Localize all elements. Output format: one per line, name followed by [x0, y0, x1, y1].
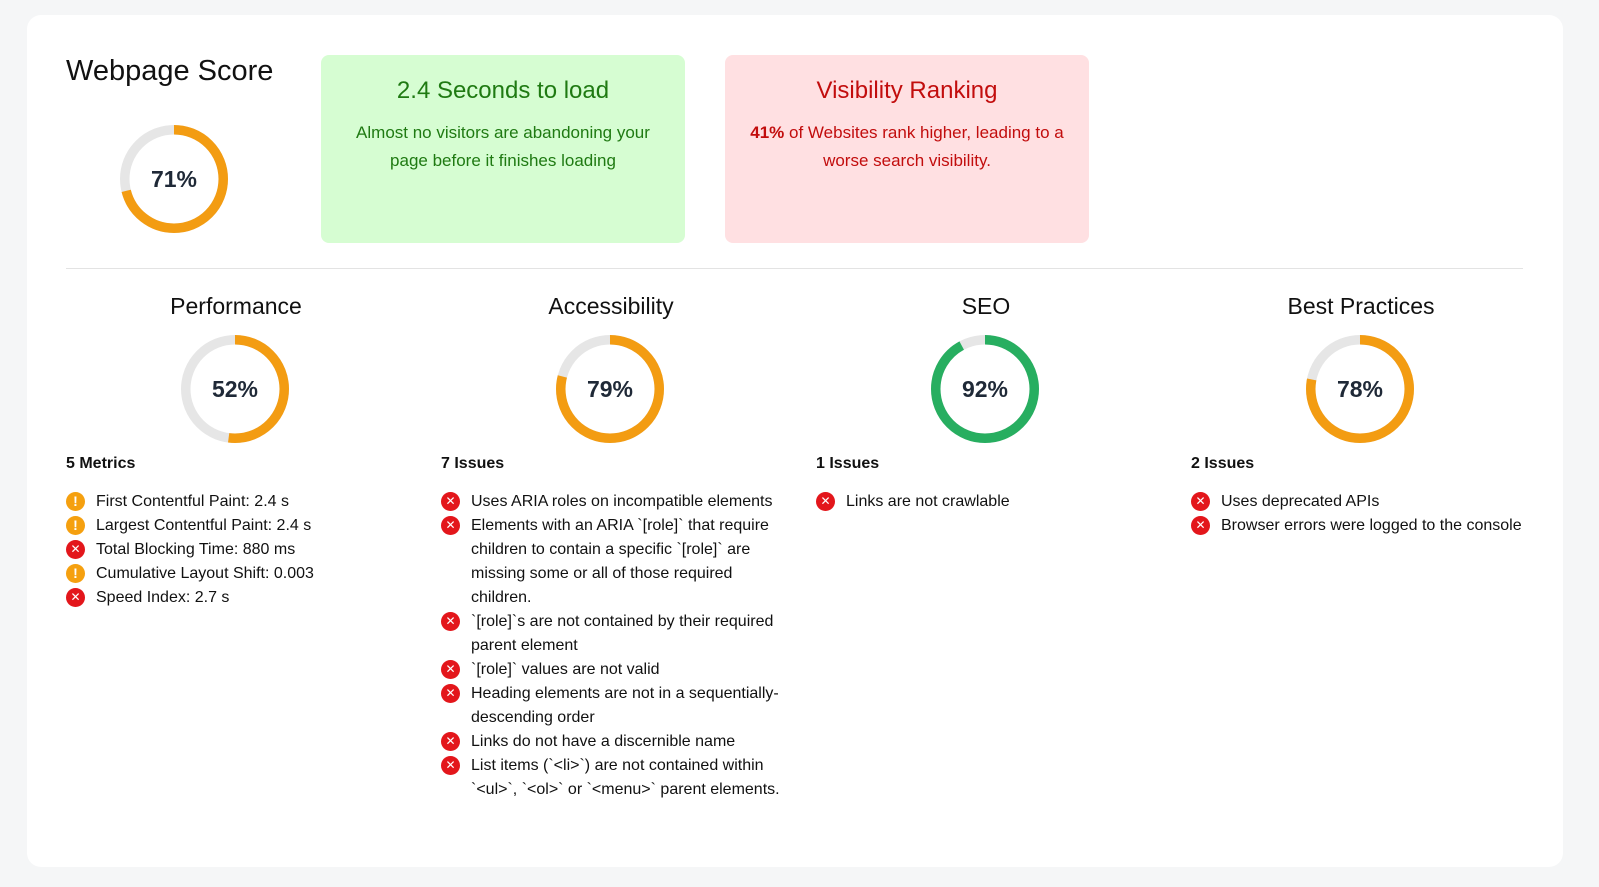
error-icon: ✕	[441, 756, 460, 775]
score-ring	[931, 335, 1039, 443]
ring-progress-arc	[556, 335, 664, 443]
error-icon: ✕	[441, 684, 460, 703]
warning-icon: !	[66, 564, 85, 583]
issue-text: Uses ARIA roles on incompatible elements	[471, 493, 773, 510]
error-icon: ✕	[441, 516, 460, 535]
category-score-gauge: 78%	[1306, 335, 1414, 443]
section-divider	[66, 268, 1523, 269]
category-count: 2 Issues	[1191, 455, 1255, 472]
issue-item: ✕ Total Blocking Time: 880 ms	[66, 538, 411, 562]
issue-item: ✕ Links are not crawlable	[816, 490, 1161, 514]
score-ring	[556, 335, 664, 443]
load-time-title: 2.4 Seconds to load	[396, 77, 610, 104]
issue-text: Links are not crawlable	[846, 493, 1010, 510]
issue-list: ! First Contentful Paint: 2.4 s! Largest C…	[66, 490, 411, 610]
error-icon: ✕	[1191, 492, 1210, 511]
warning-icon: !	[66, 492, 85, 511]
category-score-value: 92%	[961, 375, 1009, 402]
issue-item: ✕ Uses deprecated APIs	[1191, 490, 1536, 514]
score-ring	[120, 125, 228, 233]
issue-text: Heading elements are not in a sequential…	[471, 685, 779, 726]
load-time-text: Almost no visitors are abandoning your p…	[356, 123, 650, 170]
error-icon: ✕	[441, 732, 460, 751]
visibility-title: Visibility Ranking	[816, 77, 998, 104]
issue-text: Speed Index: 2.7 s	[96, 589, 230, 606]
issue-text: Largest Contentful Paint: 2.4 s	[96, 517, 312, 534]
category-title: Best Practices	[1287, 293, 1435, 319]
score-ring	[1306, 335, 1414, 443]
issue-item: ! Cumulative Layout Shift: 0.003	[66, 562, 411, 586]
ring-progress-arc	[1306, 335, 1414, 443]
error-icon: ✕	[441, 660, 460, 679]
issue-text: First Contentful Paint: 2.4 s	[96, 493, 289, 510]
issue-item: ✕ Heading elements are not in a sequentia…	[441, 682, 786, 730]
error-icon: ✕	[816, 492, 835, 511]
load-time-box: 2.4 Seconds to load Almost no visitors a…	[321, 55, 685, 243]
error-icon: ✕	[66, 540, 85, 559]
issue-text: Cumulative Layout Shift: 0.003	[96, 565, 314, 582]
error-icon: ✕	[66, 588, 85, 607]
issue-item: ✕ Uses ARIA roles on incompatible element…	[441, 490, 786, 514]
issue-item: ✕ Elements with an ARIA `[role]` that req…	[441, 514, 786, 610]
page-title: Webpage Score	[66, 55, 274, 87]
issue-item: ✕ `[role]` values are not valid	[441, 658, 786, 682]
overall-score-value: 71%	[150, 165, 198, 192]
score-ring	[181, 335, 289, 443]
category-count: 1 Issues	[816, 455, 880, 472]
issue-item: ! Largest Contentful Paint: 2.4 s	[66, 514, 411, 538]
issue-list: ✕ Links are not crawlable	[816, 490, 1161, 514]
issue-text: Links do not have a discernible name	[471, 733, 736, 750]
visibility-description: of Websites rank higher, leading to a wo…	[784, 123, 1064, 170]
error-icon: ✕	[441, 492, 460, 511]
category-count: 7 Issues	[441, 455, 505, 472]
category-accessibility: Accessibility 79% 7 Issues ✕ Uses ARIA ro…	[441, 293, 781, 798]
warning-icon: !	[66, 516, 85, 535]
issue-item: ✕ Browser errors were logged to the conso…	[1191, 514, 1536, 538]
ring-progress-arc	[120, 125, 228, 233]
category-title: Accessibility	[548, 293, 674, 319]
issue-text: Uses deprecated APIs	[1221, 493, 1380, 510]
visibility-text: 41% of Websites rank higher, leading to …	[725, 119, 1089, 175]
category-best-practices: Best Practices 78% 2 Issues ✕ Uses deprec…	[1191, 293, 1531, 535]
issue-text: List items (`<li>`) are not contained wi…	[471, 757, 780, 798]
category-seo: SEO 92% 1 Issues ✕ Links are not crawlabl…	[816, 293, 1156, 511]
error-icon: ✕	[441, 612, 460, 631]
category-score-value: 78%	[1336, 375, 1384, 402]
category-score-value: 79%	[586, 375, 634, 402]
ring-progress-arc	[181, 335, 289, 443]
issue-list: ✕ Uses deprecated APIs ✕ Browser errors wer…	[1191, 490, 1536, 538]
issue-text: `[role]`s are not contained by their req…	[471, 613, 774, 654]
category-score-value: 52%	[211, 375, 259, 402]
issue-item: ! First Contentful Paint: 2.4 s	[66, 490, 411, 514]
issue-item: ✕ Links do not have a discernible name	[441, 730, 786, 754]
issue-item: ✕ List items (`<li>`) are not contained w…	[441, 754, 786, 802]
overall-score-gauge: 71%	[120, 125, 228, 233]
issue-list: ✕ Uses ARIA roles on incompatible element…	[441, 490, 786, 802]
visibility-box: Visibility Ranking 41% of Websites rank …	[725, 55, 1089, 243]
category-title: Performance	[170, 293, 302, 319]
category-title: SEO	[961, 293, 1011, 319]
issue-text: Elements with an ARIA `[role]` that requ…	[471, 517, 769, 606]
visibility-percent: 41%	[750, 123, 785, 142]
issue-item: ✕ `[role]`s are not contained by their re…	[441, 610, 786, 658]
error-icon: ✕	[1191, 516, 1210, 535]
issue-item: ✕ Speed Index: 2.7 s	[66, 586, 411, 610]
issue-text: Total Blocking Time: 880 ms	[96, 541, 296, 558]
issue-text: Browser errors were logged to the consol…	[1221, 517, 1522, 534]
category-score-gauge: 79%	[556, 335, 664, 443]
issue-text: `[role]` values are not valid	[471, 661, 660, 678]
ring-progress-arc	[931, 335, 1039, 443]
category-performance: Performance 52% 5 Metrics ! First Content…	[66, 293, 406, 607]
category-score-gauge: 92%	[931, 335, 1039, 443]
category-count: 5 Metrics	[66, 455, 136, 472]
category-score-gauge: 52%	[181, 335, 289, 443]
